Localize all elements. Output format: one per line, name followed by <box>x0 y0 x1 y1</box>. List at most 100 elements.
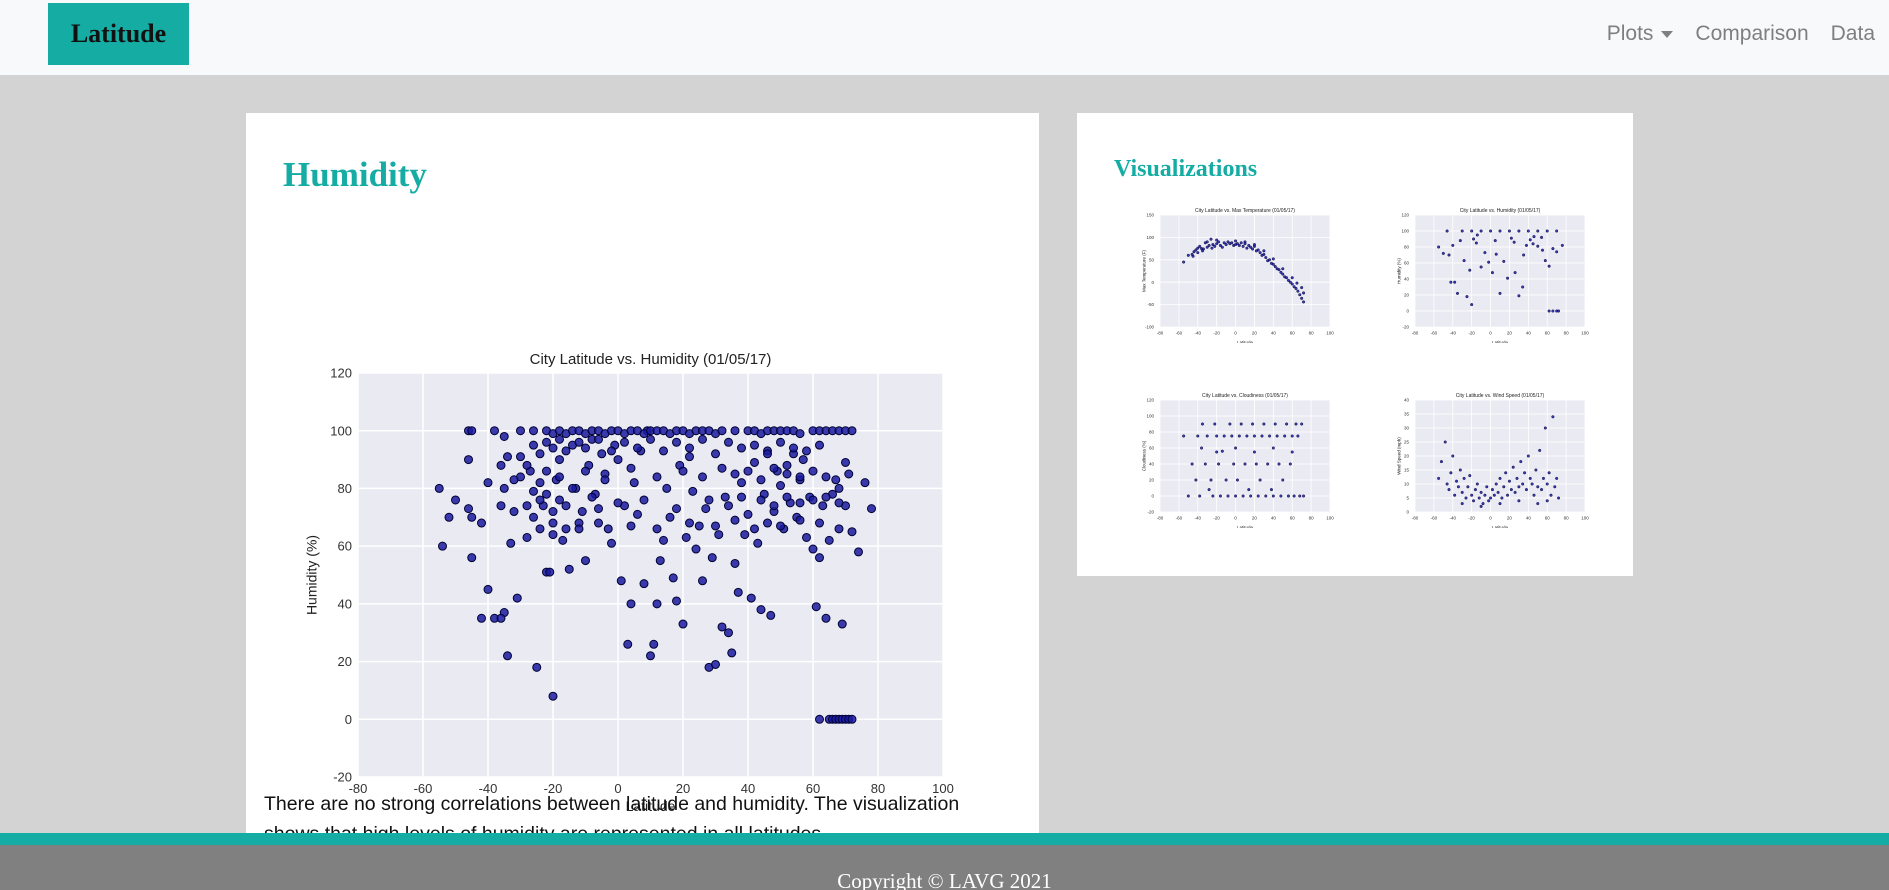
navbar: Latitude Plots Comparison Data <box>0 0 1889 75</box>
cloud-y-tick-label: 100 <box>1146 414 1154 419</box>
wind-speed-thumbnail[interactable]: -80 -60 -40 -20 0 20 40 60 80 100 0 5 10 15 20 25 30 35 40… <box>1377 388 1595 528</box>
main-data-point <box>711 449 720 459</box>
humid-data-point <box>1470 229 1474 233</box>
temp-data-point <box>1198 244 1202 248</box>
humid-data-point <box>1472 237 1476 241</box>
main-data-point <box>824 535 834 545</box>
wind-data-point <box>1541 476 1545 480</box>
cloud-data-point <box>1230 434 1234 438</box>
humid-data-point <box>1487 260 1491 264</box>
humidity-thumbnail[interactable]: -80 -60 -40 -20 0 20 40 60 80 100 -20 0 20 40 60 80 100 1… <box>1377 203 1595 343</box>
main-data-point <box>535 495 545 505</box>
main-data-point <box>490 426 499 436</box>
wind-data-point <box>1543 426 1547 430</box>
temp-data-point <box>1295 281 1299 285</box>
nav-comparison-link[interactable]: Comparison <box>1695 22 1809 45</box>
wind-data-point <box>1458 468 1462 472</box>
cloud-y-tick-label: 20 <box>1149 478 1155 483</box>
temp-data-point <box>1290 282 1294 286</box>
main-data-point <box>522 501 532 511</box>
wind-data-point <box>1496 490 1500 494</box>
main-data-point <box>678 619 688 629</box>
main-data-point <box>798 455 808 465</box>
main-data-point <box>620 437 629 447</box>
main-data-point <box>467 512 477 522</box>
temp-y-tick-label: 150 <box>1146 213 1154 218</box>
main-panel: Humidity -80 -60 -40 -20 0 20 40 60 80 100 -20 0 20 4… <box>246 113 1039 833</box>
cloud-data-point <box>1269 488 1273 492</box>
cloud-x-axis-label: Latitude <box>1237 525 1254 528</box>
main-data-point <box>821 472 831 482</box>
main-data-point <box>795 472 805 482</box>
cloud-data-point <box>1283 434 1287 438</box>
visualizations-title: Visualizations <box>1114 156 1258 182</box>
nav-links: Plots Comparison Data <box>1585 22 1875 46</box>
main-data-point <box>737 443 746 453</box>
humid-data-point <box>1517 229 1521 233</box>
main-data-point <box>483 478 493 488</box>
visualizations-panel: Visualizations -80 -60 -40 -20 0 20 40 60 80 100-… <box>1077 113 1633 576</box>
main-data-point <box>756 475 766 485</box>
main-data-point <box>685 452 694 462</box>
main-data-point <box>860 478 870 488</box>
main-data-point <box>535 449 545 459</box>
cloudiness-thumbnail[interactable]: -80 -60 -40 -20 0 20 40 60 80 100 -20 0 20 40 60 80 100 1… <box>1122 388 1340 528</box>
nav-data-link[interactable]: Data <box>1830 22 1875 45</box>
main-y-tick-label: 40 <box>338 596 352 611</box>
main-data-point <box>724 437 733 447</box>
wind-data-point <box>1504 471 1508 475</box>
main-data-point <box>555 495 564 505</box>
main-data-point <box>548 530 558 540</box>
main-data-point <box>685 443 694 453</box>
main-data-point <box>737 492 746 502</box>
main-data-point <box>782 469 792 479</box>
cloud-data-point <box>1256 494 1260 498</box>
temp-data-point <box>1247 243 1251 247</box>
max-temperature-thumbnail[interactable]: -80 -60 -40 -20 0 20 40 60 80 100 -100 -50 0 50 100 150… <box>1122 203 1340 343</box>
nav-plots-dropdown[interactable]: Plots <box>1607 22 1674 46</box>
humid-data-point <box>1449 280 1453 284</box>
main-data-point <box>529 486 538 496</box>
temp-data-point <box>1210 246 1214 250</box>
wind-data-point <box>1534 468 1538 472</box>
cloud-data-point <box>1271 494 1275 498</box>
cloud-y-tick-label: 60 <box>1149 446 1155 451</box>
temp-data-point <box>1281 267 1285 271</box>
cloud-data-point <box>1243 462 1247 466</box>
temp-data-point <box>1288 280 1292 284</box>
main-data-point <box>659 535 668 545</box>
wind-data-point <box>1536 485 1540 489</box>
brand-logo[interactable]: Latitude <box>48 3 189 65</box>
temp-data-point <box>1194 248 1198 252</box>
cloud-y-tick-label: -20 <box>1147 510 1154 515</box>
cloud-data-point <box>1294 422 1298 426</box>
wind-data-point <box>1511 465 1515 469</box>
wind-data-point <box>1523 471 1527 475</box>
cloud-data-point <box>1207 488 1211 492</box>
temp-data-point <box>1200 249 1204 253</box>
wind-x-tick-label: 40 <box>1526 516 1532 521</box>
temp-data-point <box>1205 240 1209 244</box>
temp-data-point <box>1226 240 1230 244</box>
temp-x-tick-label: 40 <box>1271 331 1277 336</box>
main-data-point <box>496 501 506 511</box>
humid-data-point <box>1441 251 1445 255</box>
wind-data-point <box>1526 454 1530 458</box>
wind-y-tick-label: 10 <box>1404 482 1410 487</box>
humid-data-point <box>1502 259 1506 263</box>
main-data-point <box>626 463 636 473</box>
temp-data-point <box>1262 249 1266 253</box>
main-data-point <box>711 659 720 669</box>
temp-x-tick-label: 60 <box>1290 331 1296 336</box>
wind-x-tick-label: 100 <box>1581 516 1589 521</box>
cloud-data-point <box>1264 494 1268 498</box>
main-chart-title: City Latitude vs. Humidity (01/05/17) <box>530 351 772 368</box>
wind-data-point <box>1487 499 1491 503</box>
cloud-data-point <box>1228 422 1232 426</box>
cloud-data-point <box>1209 478 1213 482</box>
main-x-tick-label: -80 <box>349 781 368 796</box>
wind-data-point <box>1483 493 1487 497</box>
cloud-y-tick-label: 40 <box>1149 462 1155 467</box>
main-data-point <box>626 521 636 531</box>
wind-data-point <box>1502 485 1506 489</box>
